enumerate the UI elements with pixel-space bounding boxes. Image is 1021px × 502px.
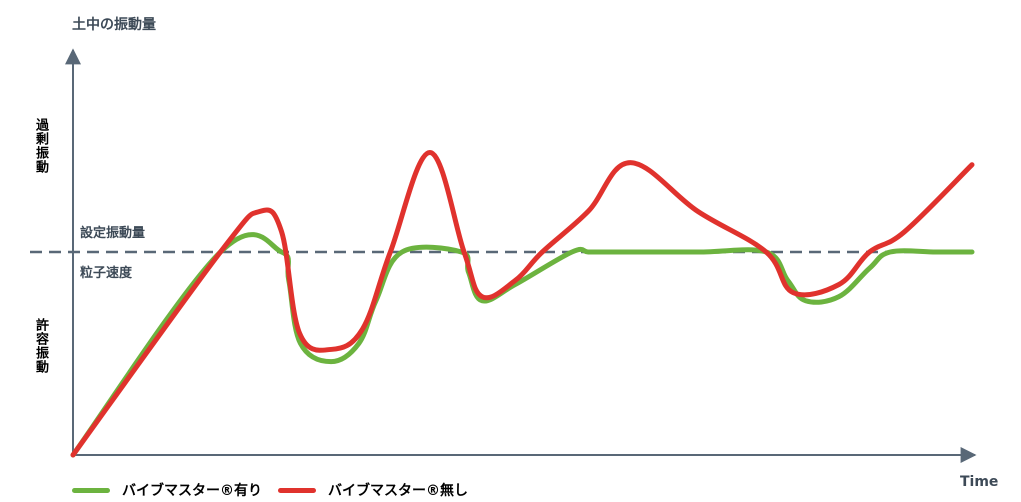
y-axis-title: 土中の振動量 — [72, 17, 156, 33]
legend-item-without-vibemaster: バイブマスター®無し — [278, 480, 468, 500]
legend-swatch-red — [278, 487, 316, 493]
legend-label-without: バイブマスター®無し — [328, 483, 468, 499]
x-axis-title: Time — [960, 474, 999, 490]
legend-item-with-vibemaster: バイブマスター®有り — [72, 480, 262, 500]
legend-swatch-green — [72, 487, 110, 493]
series-layer — [70, 150, 975, 458]
threshold-label-below: 粒子速度 — [80, 266, 133, 281]
zone-label-allowable: 許容振動 — [33, 318, 48, 374]
zone-label-excess: 過剰振動 — [33, 118, 48, 174]
legend-label-with: バイブマスター®有り — [122, 483, 262, 499]
threshold-label-above: 設定振動量 — [80, 226, 146, 241]
series-line-without-vibemaster — [70, 150, 975, 458]
legend: バイブマスター®有り バイブマスター®無し — [72, 480, 484, 500]
